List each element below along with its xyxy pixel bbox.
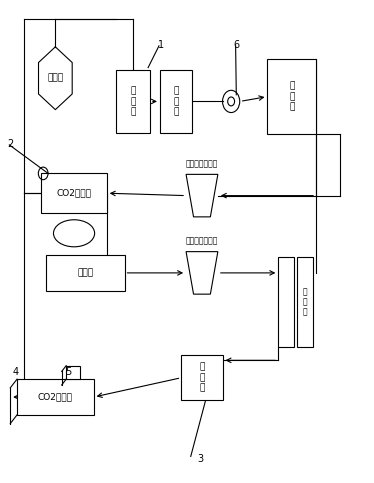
Text: 5: 5 <box>65 367 71 377</box>
FancyBboxPatch shape <box>297 257 313 347</box>
FancyBboxPatch shape <box>278 257 294 347</box>
FancyBboxPatch shape <box>181 355 223 400</box>
Text: 3: 3 <box>197 454 203 464</box>
FancyBboxPatch shape <box>46 255 125 291</box>
FancyBboxPatch shape <box>267 59 316 134</box>
Text: 6: 6 <box>233 40 239 50</box>
Text: 第一汽水分离器: 第一汽水分离器 <box>186 159 218 169</box>
FancyBboxPatch shape <box>160 70 191 133</box>
Text: CO2储存罐: CO2储存罐 <box>38 393 73 401</box>
FancyBboxPatch shape <box>116 70 150 133</box>
Text: 4: 4 <box>13 367 19 377</box>
Text: CO2压缩机: CO2压缩机 <box>56 189 92 198</box>
Text: 第二汽水分离器: 第二汽水分离器 <box>186 237 218 246</box>
FancyBboxPatch shape <box>17 379 94 415</box>
Text: 过
滤
器: 过 滤 器 <box>303 287 307 317</box>
Text: 2: 2 <box>7 139 13 149</box>
Text: 密
封
罐: 密 封 罐 <box>173 86 178 116</box>
FancyBboxPatch shape <box>66 366 80 379</box>
Text: 冷
凝
器: 冷 凝 器 <box>199 363 205 393</box>
Text: 洗
涤
塔: 洗 涤 塔 <box>289 82 294 112</box>
Text: 除
泡
器: 除 泡 器 <box>130 86 135 116</box>
Text: 发酵罐: 发酵罐 <box>47 74 64 83</box>
Text: 冷却器: 冷却器 <box>77 269 94 277</box>
FancyBboxPatch shape <box>41 173 107 213</box>
Text: 1: 1 <box>158 40 164 50</box>
